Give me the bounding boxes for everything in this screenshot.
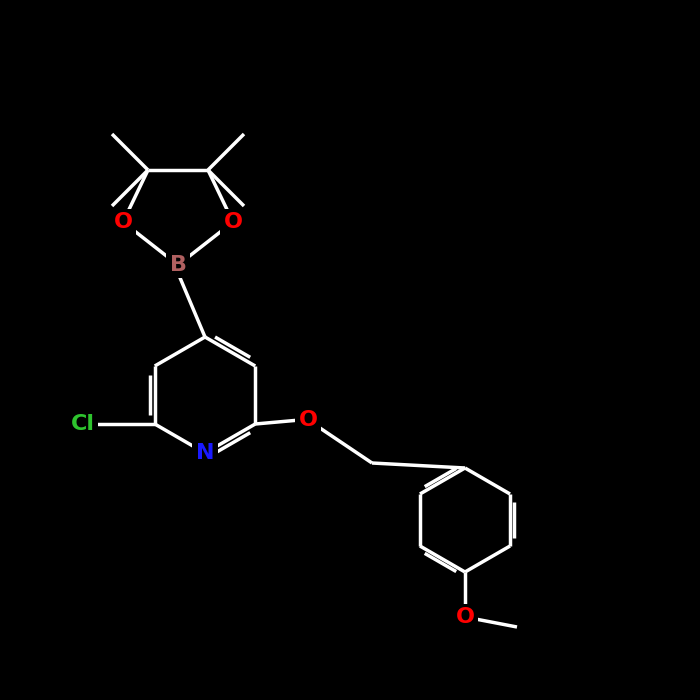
Text: Cl: Cl	[71, 414, 94, 434]
Text: B: B	[169, 255, 186, 275]
Text: O: O	[223, 212, 242, 232]
Text: O: O	[456, 607, 475, 627]
Text: N: N	[196, 443, 214, 463]
Text: O: O	[298, 410, 318, 430]
Text: O: O	[113, 212, 132, 232]
